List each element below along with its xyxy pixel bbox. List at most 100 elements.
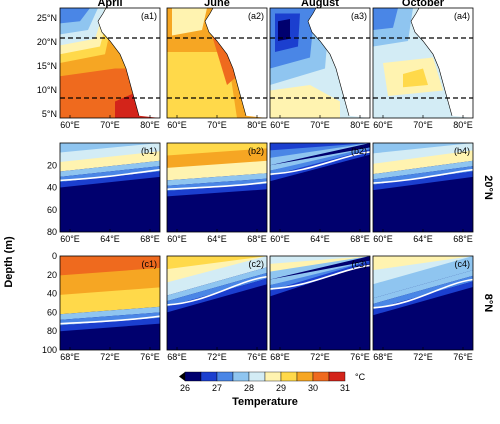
x-tick-label: 60°E (167, 120, 187, 130)
colorbar-label: Temperature (232, 396, 298, 408)
panel-c2 (167, 256, 267, 350)
panel-label: (a2) (248, 11, 264, 21)
map-band (167, 52, 237, 118)
y-tick-label: 100 (42, 345, 57, 355)
y-tick-label: 60 (47, 307, 57, 317)
x-tick-label: 72°E (207, 352, 227, 362)
panel-a3 (270, 8, 370, 118)
coastline (204, 8, 247, 116)
panel-b2 (167, 143, 267, 232)
panel-c3 (270, 256, 370, 350)
x-tick-label: 76°E (453, 352, 473, 362)
section-band (60, 160, 160, 177)
white-contour-line (270, 151, 370, 175)
section-band (60, 143, 160, 153)
x-tick-label: 76°E (247, 352, 267, 362)
panel-label: (b2) (351, 146, 367, 156)
text-layer: (a1) 60°E 70°E 80°E (a2) 60°E 70°E 80°E (a3) 60°E… (3, 0, 494, 408)
x-tick-label: 80°E (140, 120, 160, 130)
section-band (167, 267, 267, 302)
section-band (373, 143, 473, 154)
x-tick-label: 76°E (140, 352, 160, 362)
panel-a1 (60, 8, 160, 118)
white-contour-line (270, 264, 370, 290)
panel-label: (b4) (454, 146, 470, 156)
x-tick-label: 60°E (60, 120, 80, 130)
x-tick-label: 64°E (413, 234, 433, 244)
map-band (270, 85, 340, 118)
colorbar-left-arrow (179, 372, 185, 381)
column-title: April (97, 0, 122, 9)
map-band (172, 8, 207, 36)
panel-label: (a3) (351, 11, 367, 21)
x-tick-label: 72°E (413, 352, 433, 362)
colorbar-layer (179, 371, 346, 382)
panel-label: (c1) (142, 259, 158, 269)
y-tick-label: 20 (47, 270, 57, 280)
colorbar-swatch (264, 371, 282, 382)
colorbar-unit: °C (355, 372, 366, 382)
x-tick-label: 76°E (350, 352, 370, 362)
x-tick-label: 64°E (100, 234, 120, 244)
section-band (60, 318, 160, 332)
x-tick-label: 60°E (167, 234, 187, 244)
y-tick-label: 10°N (37, 85, 57, 95)
colorbar-tick-label: 27 (212, 383, 222, 393)
white-contour-line (373, 168, 473, 184)
colorbar-swatch (312, 371, 330, 382)
section-band (373, 281, 473, 316)
colorbar-tick-label: 28 (244, 383, 254, 393)
panel-label: (c4) (455, 259, 471, 269)
x-tick-label: 68°E (247, 234, 267, 244)
y-tick-label: 80 (47, 326, 57, 336)
x-tick-label: 68°E (350, 234, 370, 244)
section-band (270, 143, 370, 151)
colorbar-swatch (280, 371, 298, 382)
panel-c1 (60, 256, 160, 350)
land-mask (98, 8, 160, 118)
section-band (373, 270, 473, 304)
white-contour-line (373, 278, 473, 309)
y-tick-label: 20°N (37, 37, 57, 47)
x-tick-label: 68°E (60, 352, 80, 362)
x-tick-label: 70°E (100, 120, 120, 130)
panel-label: (b2) (248, 146, 264, 156)
colorbar-swatch (216, 371, 234, 382)
x-tick-label: 68°E (140, 234, 160, 244)
colorbar-tick-label: 26 (180, 383, 190, 393)
x-tick-label: 80°E (453, 120, 473, 130)
colorbar-swatch (248, 371, 266, 382)
panel-a4 (373, 8, 473, 118)
x-tick-label: 70°E (310, 120, 330, 130)
panel-label: (c2) (249, 259, 265, 269)
column-title: October (402, 0, 445, 9)
colorbar-swatch (232, 371, 250, 382)
map-band (403, 68, 428, 88)
x-tick-label: 72°E (100, 352, 120, 362)
coastline (307, 8, 350, 116)
coastline (97, 8, 140, 116)
section-band (167, 278, 267, 313)
y-axis-label: Depth (m) (3, 236, 15, 288)
x-tick-label: 64°E (207, 234, 227, 244)
row-latitude-label: 20°N (482, 175, 494, 200)
white-contour-line (60, 315, 160, 325)
section-band (373, 171, 473, 191)
colorbar-swatch (200, 371, 218, 382)
panel-b4 (373, 143, 473, 232)
section-band (167, 183, 267, 197)
x-tick-label: 80°E (350, 120, 370, 130)
y-tick-label: 80 (47, 227, 57, 237)
y-tick-label: 60 (47, 205, 57, 215)
panel-b1 (60, 143, 160, 232)
x-tick-label: 80°E (247, 120, 267, 130)
white-contour-line (167, 181, 267, 191)
panel-label: (b1) (141, 146, 157, 156)
x-tick-label: 70°E (207, 120, 227, 130)
x-tick-label: 60°E (270, 234, 290, 244)
white-contour-line (60, 168, 160, 182)
y-tick-label: 25°N (37, 13, 57, 23)
land-mask (308, 8, 370, 118)
section-band (60, 306, 160, 320)
